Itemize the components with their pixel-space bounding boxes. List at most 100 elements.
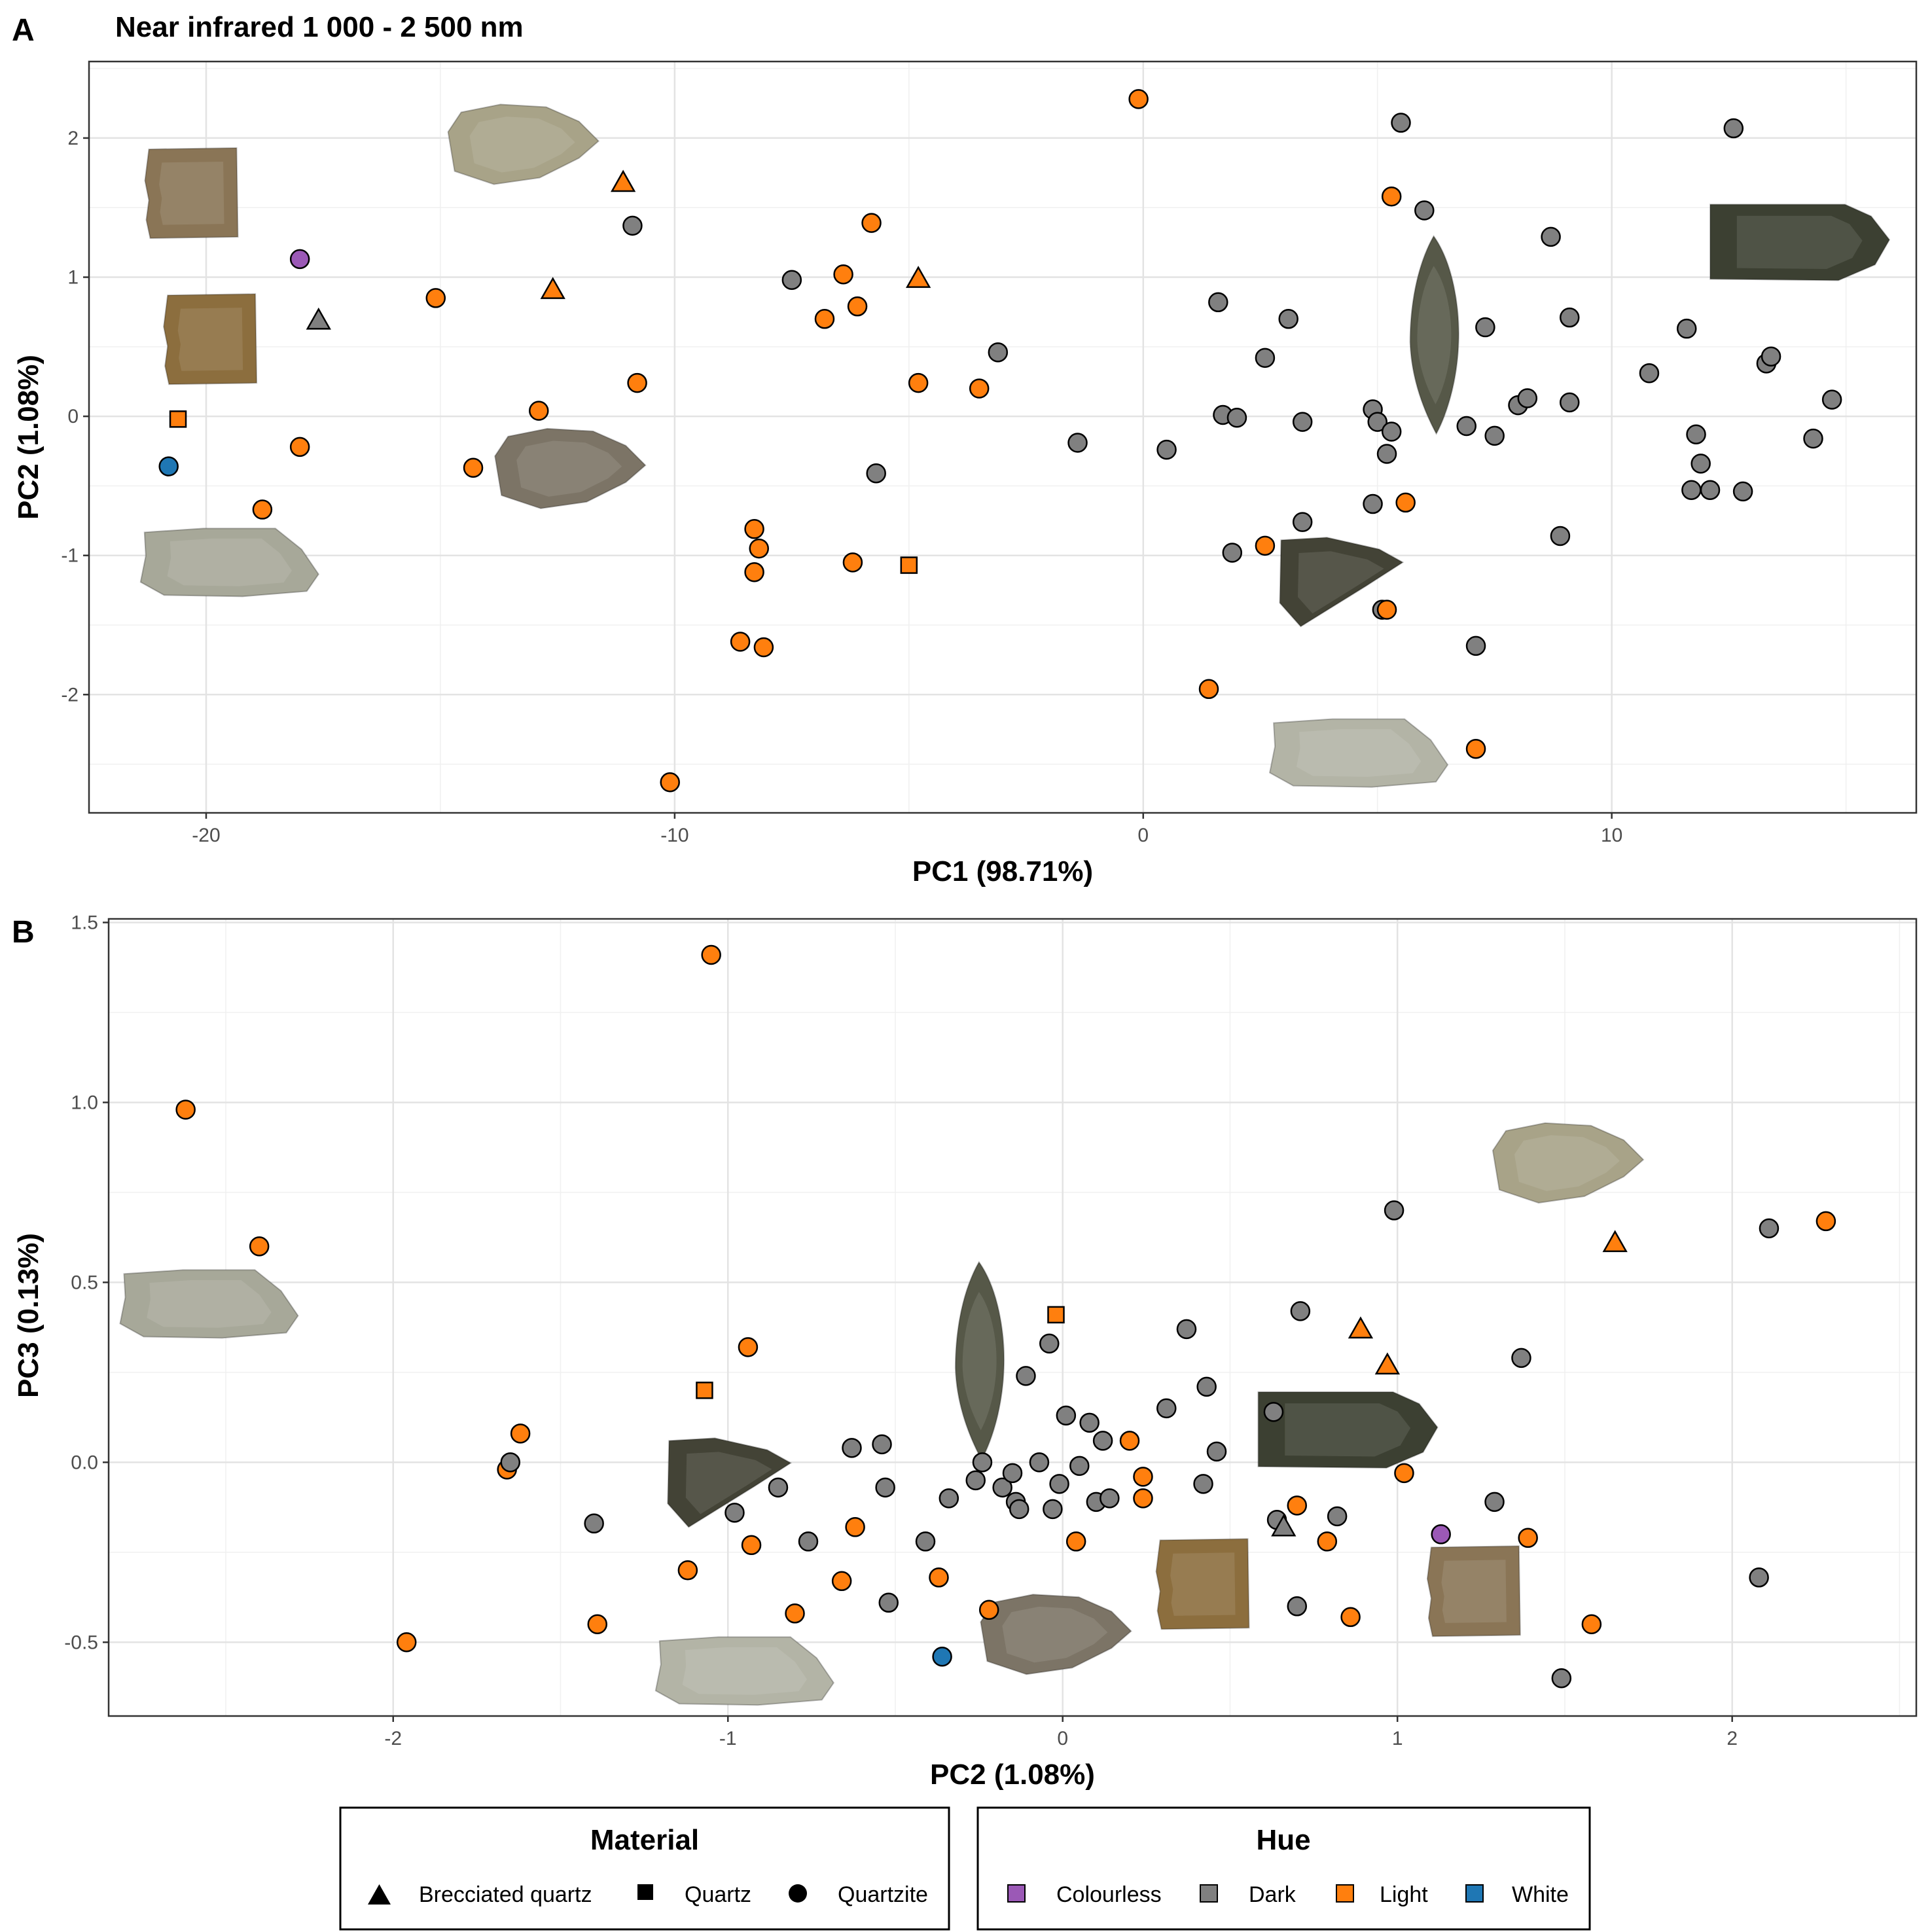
artifact-grey-flake-large-highlight — [167, 538, 292, 586]
data-point-triangle — [610, 170, 636, 192]
data-point-circle — [1002, 1463, 1023, 1484]
data-point-circle — [875, 1477, 895, 1498]
data-point-circle — [1484, 425, 1505, 446]
data-point-circle — [1193, 1474, 1213, 1494]
legend-material-label-quartz: Quartz — [685, 1882, 751, 1907]
panel-a-label: A — [12, 13, 35, 48]
data-point-circle — [1559, 307, 1580, 328]
data-point-circle — [785, 1603, 805, 1624]
panel-b-plot-border — [107, 918, 1918, 1717]
y-tick-label: -0.5 — [64, 1632, 98, 1653]
panel-b-label: B — [12, 915, 35, 950]
data-point-circle — [1133, 1488, 1153, 1509]
data-point-circle — [1732, 481, 1753, 502]
data-point-circle — [1278, 309, 1298, 329]
data-point-circle — [978, 1600, 999, 1620]
data-point-circle — [753, 637, 774, 658]
data-point-circle — [1376, 444, 1397, 464]
artifact-beige-point — [1492, 1122, 1645, 1204]
legend-hue-label-dark: Dark — [1249, 1882, 1297, 1907]
data-point-circle — [1039, 1333, 1060, 1354]
data-point-circle — [500, 1452, 521, 1473]
data-point-circle — [798, 1531, 819, 1552]
data-point-circle — [1067, 433, 1088, 453]
data-point-circle — [1133, 1467, 1153, 1487]
y-tick-label: 0.5 — [71, 1272, 98, 1293]
data-point-circle — [1255, 348, 1276, 368]
artifact-beige-point-shape — [1492, 1122, 1645, 1204]
data-point-circle — [1043, 1499, 1063, 1520]
panel-a-x-axis-title: PC1 (98.71%) — [912, 855, 1093, 887]
panel-a-title: Near infrared 1 000 - 2 500 nm — [115, 11, 524, 43]
artifact-dark-oblong-shape — [1257, 1391, 1439, 1469]
x-tick-label: 0 — [1137, 825, 1149, 846]
data-point-circle — [939, 1488, 959, 1509]
artifact-grey-flake-large-shape — [119, 1269, 299, 1339]
data-point-circle — [969, 378, 990, 399]
data-point-circle — [845, 1517, 865, 1537]
data-point-circle — [1700, 480, 1721, 501]
legend-material-title: Material — [590, 1824, 699, 1856]
artifact-dark-oblong-highlight — [1736, 215, 1863, 269]
legend-hue: Hue Colourless Dark Light White — [976, 1806, 1591, 1931]
artifact-dark-leaf-shape — [1409, 234, 1459, 435]
data-point-circle — [1681, 480, 1702, 501]
artifact-dark-triangle-shape — [667, 1437, 793, 1528]
data-point-circle — [781, 270, 802, 291]
data-point-circle — [1206, 1441, 1227, 1462]
data-point-circle — [1749, 1567, 1769, 1588]
panel-a-plot-border — [88, 60, 1918, 814]
artifact-dark-oblong — [1709, 204, 1891, 281]
data-point-circle — [1511, 1348, 1531, 1368]
data-point-circle — [1639, 363, 1660, 384]
data-point-square — [900, 556, 918, 574]
artifact-grey-flake-highlight — [1296, 729, 1422, 777]
y-tick-label: 1.5 — [71, 912, 98, 933]
data-point-circle — [1376, 599, 1397, 620]
data-point-circle — [1287, 1596, 1308, 1617]
data-point-triangle — [1374, 1352, 1401, 1375]
data-point-circle — [1327, 1506, 1348, 1527]
data-point-circle — [252, 499, 273, 520]
artifact-dark-triangle-shape — [1279, 537, 1404, 628]
data-point-circle — [1065, 1531, 1086, 1552]
data-point-circle — [730, 632, 751, 652]
data-point-circle — [738, 1337, 759, 1357]
data-point-triangle — [1348, 1316, 1374, 1339]
data-point-circle — [1263, 1402, 1284, 1422]
data-point-circle — [1290, 1301, 1311, 1321]
legend-material-label-brecciated: Brecciated quartz — [419, 1882, 592, 1907]
data-point-circle — [1759, 1218, 1780, 1239]
data-point-circle — [741, 1535, 762, 1556]
data-point-circle — [158, 456, 179, 476]
data-point-circle — [1208, 292, 1228, 313]
artifact-beige-point-highlight — [1514, 1135, 1620, 1191]
data-point-circle — [1029, 1452, 1050, 1473]
y-tick-label: 1 — [67, 267, 79, 289]
data-point-circle — [1176, 1319, 1197, 1340]
data-point-triangle — [905, 266, 931, 288]
panel-b-plot: -2 -1 0 1 2 -0.5 0.0 0.5 1.0 1.5 — [64, 912, 1918, 1749]
artifact-dark-triangle — [667, 1437, 793, 1528]
data-point-circle — [1686, 424, 1706, 444]
x-tick-label: 0 — [1057, 1728, 1068, 1749]
data-point-circle — [1723, 118, 1744, 139]
legend-triangle-icon — [368, 1884, 391, 1905]
data-point-circle — [1456, 416, 1476, 437]
data-point-circle — [872, 1434, 892, 1455]
data-point-circle — [463, 457, 484, 478]
legend-circle-icon — [789, 1884, 807, 1903]
data-point-circle — [749, 538, 769, 559]
x-tick-label: -20 — [192, 825, 220, 846]
legend-white-swatch — [1465, 1884, 1484, 1903]
panel-b-ticks: -2 -1 0 1 2 -0.5 0.0 0.5 1.0 1.5 — [64, 912, 1738, 1749]
data-point-circle — [701, 944, 721, 965]
panel-a-artifact-images — [139, 103, 1891, 788]
data-point-circle — [1363, 493, 1383, 514]
data-point-circle — [847, 296, 868, 317]
data-point-circle — [1517, 388, 1538, 408]
legend-material-label-quartzite: Quartzite — [838, 1882, 928, 1907]
x-tick-label: 2 — [1726, 1728, 1738, 1749]
